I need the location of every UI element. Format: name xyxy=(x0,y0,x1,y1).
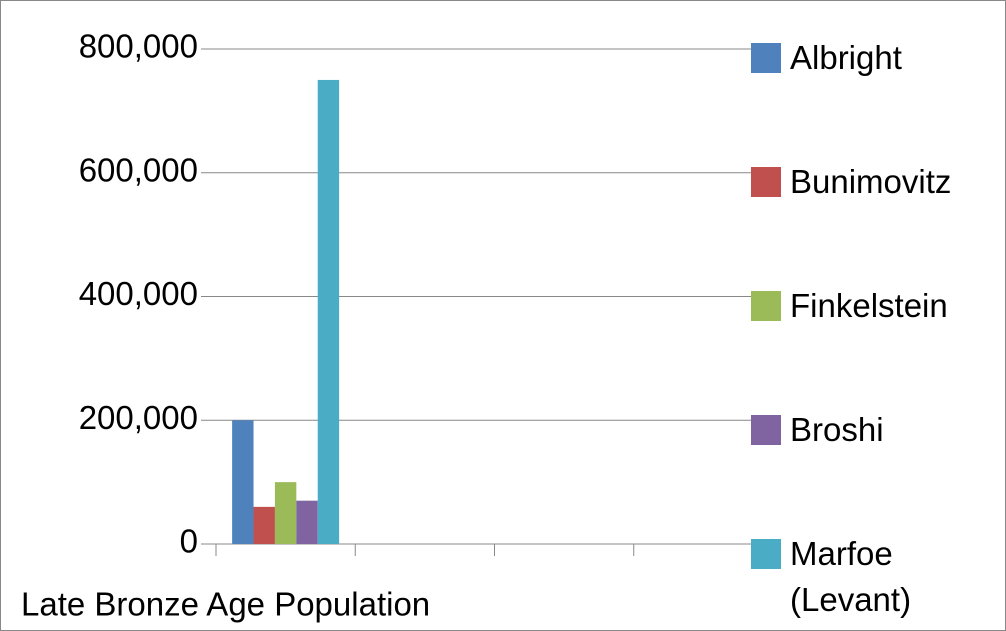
legend-swatch xyxy=(751,415,781,445)
legend-swatch xyxy=(751,291,781,321)
legend-swatch xyxy=(751,167,781,197)
y-tick-label: 600,000 xyxy=(79,151,198,188)
y-tick-label: 400,000 xyxy=(79,275,198,312)
y-tick-label: 0 xyxy=(180,523,198,560)
legend-swatch xyxy=(751,539,781,569)
legend-item: Albright xyxy=(751,39,1005,81)
legend-label: Finkelstein xyxy=(790,287,948,324)
y-tick-label: 800,000 xyxy=(79,28,198,65)
bar xyxy=(317,79,340,544)
legend-item: Marfoe (Levant) xyxy=(751,535,1005,623)
bar xyxy=(296,500,318,544)
legend-swatch xyxy=(751,43,781,73)
bar xyxy=(253,506,275,544)
bar xyxy=(274,482,297,544)
legend-label: Bunimovitz xyxy=(790,163,952,200)
legend-label: Marfoe (Levant) xyxy=(790,535,912,618)
legend-item: Finkelstein xyxy=(751,287,1005,329)
legend-label: Albright xyxy=(790,39,902,76)
legend-item: Bunimovitz xyxy=(751,163,1005,205)
y-tick-label: 200,000 xyxy=(79,399,198,436)
bar xyxy=(232,420,254,544)
x-tick-label: Late Bronze Age Population xyxy=(21,586,430,623)
legend-item: Broshi xyxy=(751,411,1005,453)
legend-label: Broshi xyxy=(790,411,884,448)
